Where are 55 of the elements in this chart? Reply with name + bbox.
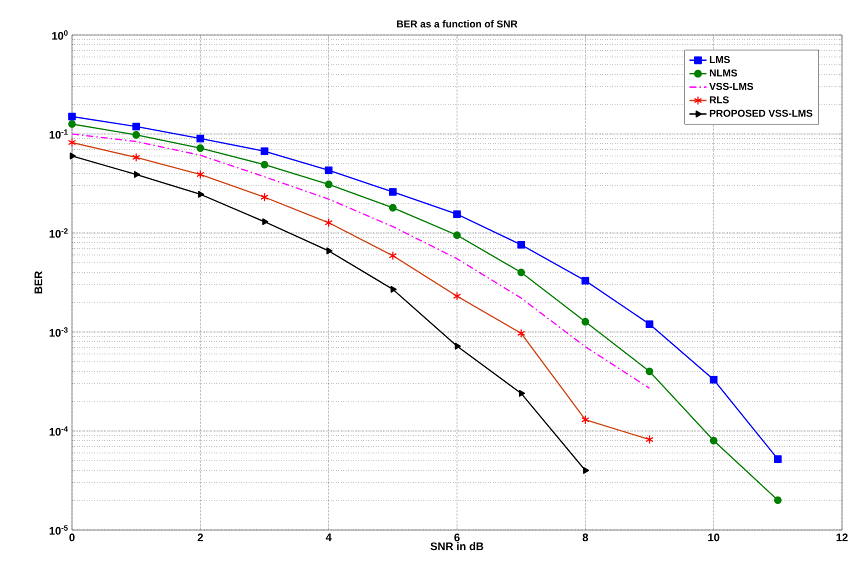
point [198, 190, 204, 198]
chart-title: BER as a function of SNR [397, 20, 518, 28]
point [196, 144, 204, 152]
point [710, 376, 718, 384]
y-tick-label: 10$^{0}$ [52, 30, 68, 40]
point [260, 147, 268, 156]
point [132, 122, 140, 130]
point [646, 368, 654, 376]
point [68, 120, 76, 128]
x-tick-label: 6 [454, 534, 460, 542]
x-tick-label: 12 [836, 534, 848, 542]
point [646, 320, 654, 328]
point [326, 247, 333, 254]
y-tick-label: 10$^{-2}$ [50, 228, 68, 238]
point [196, 134, 204, 142]
point [774, 455, 782, 463]
legend-label: NLMS [710, 69, 738, 77]
point [454, 342, 461, 350]
x-tick-label: 8 [582, 534, 588, 542]
point [324, 166, 333, 174]
point [583, 466, 590, 474]
point [68, 112, 76, 120]
point [324, 180, 333, 188]
point [582, 276, 590, 285]
y-tick-label: 10$^{-1}$ [50, 129, 68, 139]
point [710, 436, 718, 444]
legend-label: PROPOSED VSS-LMS [710, 110, 812, 117]
point [453, 210, 461, 218]
point [260, 160, 268, 169]
legend-label: RLS [710, 96, 729, 104]
point [262, 218, 268, 226]
x-tick-label: 10 [708, 534, 720, 542]
line-series [72, 133, 650, 389]
y-tick-label: 10$^{-5}$ [50, 525, 68, 535]
point [132, 131, 140, 139]
point [389, 204, 397, 212]
y-tick-label: 10$^{-3}$ [50, 327, 68, 337]
point [389, 188, 397, 196]
point [582, 318, 590, 326]
point [518, 390, 526, 397]
point [517, 240, 526, 249]
point [390, 286, 397, 293]
y-axis-title: BER [34, 271, 42, 294]
x-tick-label: 0 [69, 534, 75, 542]
point [134, 171, 140, 178]
legend-label: LMS [710, 56, 730, 64]
point [70, 152, 76, 160]
x-tick-label: 4 [326, 534, 332, 542]
point [517, 268, 526, 276]
legend-label: VSS-LMS [709, 82, 754, 90]
y-tick-label: 10$^{-4}$ [50, 426, 68, 436]
x-axis-title: SNR in dB [430, 542, 484, 550]
point [774, 496, 782, 504]
point [453, 231, 461, 240]
x-tick-label: 2 [198, 534, 203, 542]
